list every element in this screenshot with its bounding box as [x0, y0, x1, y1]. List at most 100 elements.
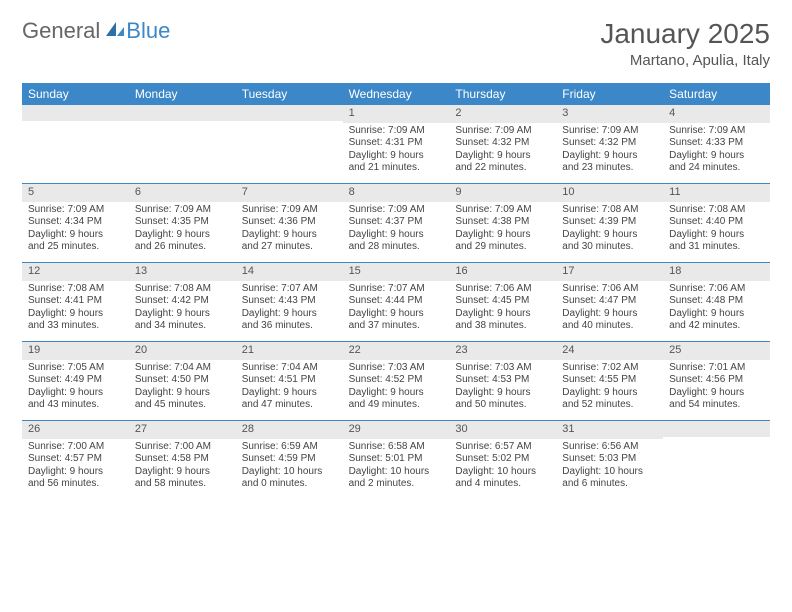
week-row: 26Sunrise: 7:00 AMSunset: 4:57 PMDayligh…: [22, 420, 770, 499]
brand-part1: General: [22, 18, 100, 44]
day-line-ss: Sunset: 4:58 PM: [135, 453, 230, 466]
day-cell: 23Sunrise: 7:03 AMSunset: 4:53 PMDayligh…: [449, 342, 556, 420]
day-number: 24: [556, 342, 663, 360]
day-line-d2: and 50 minutes.: [455, 399, 550, 412]
day-cell: 2Sunrise: 7:09 AMSunset: 4:32 PMDaylight…: [449, 105, 556, 183]
day-cell: 29Sunrise: 6:58 AMSunset: 5:01 PMDayligh…: [343, 421, 450, 499]
day-number: 19: [22, 342, 129, 360]
day-details: Sunrise: 7:09 AMSunset: 4:36 PMDaylight:…: [236, 202, 343, 258]
day-line-d2: and 38 minutes.: [455, 320, 550, 333]
day-line-d1: Daylight: 10 hours: [349, 466, 444, 479]
day-details: Sunrise: 7:09 AMSunset: 4:32 PMDaylight:…: [556, 123, 663, 179]
day-line-d1: Daylight: 9 hours: [349, 308, 444, 321]
day-line-d2: and 54 minutes.: [669, 399, 764, 412]
day-number: 27: [129, 421, 236, 439]
day-number: 20: [129, 342, 236, 360]
day-line-d1: Daylight: 9 hours: [242, 308, 337, 321]
day-cell: 26Sunrise: 7:00 AMSunset: 4:57 PMDayligh…: [22, 421, 129, 499]
day-line-d2: and 25 minutes.: [28, 241, 123, 254]
day-line-ss: Sunset: 4:39 PM: [562, 216, 657, 229]
day-details: Sunrise: 7:08 AMSunset: 4:42 PMDaylight:…: [129, 281, 236, 337]
day-line-sr: Sunrise: 7:05 AM: [28, 362, 123, 375]
day-line-ss: Sunset: 4:37 PM: [349, 216, 444, 229]
day-line-sr: Sunrise: 7:07 AM: [349, 283, 444, 296]
day-number: 2: [449, 105, 556, 123]
brand-part2: Blue: [126, 18, 170, 44]
day-details: Sunrise: 7:09 AMSunset: 4:38 PMDaylight:…: [449, 202, 556, 258]
day-cell: 18Sunrise: 7:06 AMSunset: 4:48 PMDayligh…: [663, 263, 770, 341]
day-line-ss: Sunset: 4:48 PM: [669, 295, 764, 308]
day-number: 25: [663, 342, 770, 360]
day-details: Sunrise: 7:09 AMSunset: 4:34 PMDaylight:…: [22, 202, 129, 258]
day-cell: 4Sunrise: 7:09 AMSunset: 4:33 PMDaylight…: [663, 105, 770, 183]
day-number: [22, 105, 129, 121]
day-cell: 27Sunrise: 7:00 AMSunset: 4:58 PMDayligh…: [129, 421, 236, 499]
day-line-d2: and 42 minutes.: [669, 320, 764, 333]
day-line-d2: and 23 minutes.: [562, 162, 657, 175]
day-line-d2: and 0 minutes.: [242, 478, 337, 491]
day-details: Sunrise: 7:08 AMSunset: 4:40 PMDaylight:…: [663, 202, 770, 258]
day-line-ss: Sunset: 4:51 PM: [242, 374, 337, 387]
day-line-ss: Sunset: 4:32 PM: [455, 137, 550, 150]
header: General Blue January 2025 Martano, Apuli…: [22, 18, 770, 69]
day-line-ss: Sunset: 4:52 PM: [349, 374, 444, 387]
day-line-d1: Daylight: 9 hours: [669, 229, 764, 242]
day-details: Sunrise: 6:57 AMSunset: 5:02 PMDaylight:…: [449, 439, 556, 495]
day-line-d1: Daylight: 9 hours: [28, 466, 123, 479]
day-line-ss: Sunset: 4:53 PM: [455, 374, 550, 387]
weekday-sat: Saturday: [663, 83, 770, 105]
day-details: Sunrise: 7:03 AMSunset: 4:53 PMDaylight:…: [449, 360, 556, 416]
day-details: [129, 121, 236, 127]
day-number: 5: [22, 184, 129, 202]
day-cell: 14Sunrise: 7:07 AMSunset: 4:43 PMDayligh…: [236, 263, 343, 341]
day-line-ss: Sunset: 4:33 PM: [669, 137, 764, 150]
day-cell: 25Sunrise: 7:01 AMSunset: 4:56 PMDayligh…: [663, 342, 770, 420]
day-cell: 15Sunrise: 7:07 AMSunset: 4:44 PMDayligh…: [343, 263, 450, 341]
day-line-d2: and 30 minutes.: [562, 241, 657, 254]
day-line-d1: Daylight: 9 hours: [562, 150, 657, 163]
day-line-d2: and 4 minutes.: [455, 478, 550, 491]
day-line-sr: Sunrise: 6:58 AM: [349, 441, 444, 454]
day-line-d1: Daylight: 9 hours: [455, 387, 550, 400]
day-line-d2: and 37 minutes.: [349, 320, 444, 333]
day-line-ss: Sunset: 4:49 PM: [28, 374, 123, 387]
day-line-d1: Daylight: 9 hours: [669, 308, 764, 321]
day-line-sr: Sunrise: 7:09 AM: [242, 204, 337, 217]
day-line-sr: Sunrise: 7:03 AM: [349, 362, 444, 375]
day-number: 3: [556, 105, 663, 123]
day-number: 26: [22, 421, 129, 439]
day-line-ss: Sunset: 4:55 PM: [562, 374, 657, 387]
day-line-d2: and 29 minutes.: [455, 241, 550, 254]
day-details: Sunrise: 7:07 AMSunset: 4:44 PMDaylight:…: [343, 281, 450, 337]
day-cell: 28Sunrise: 6:59 AMSunset: 4:59 PMDayligh…: [236, 421, 343, 499]
title-month: January 2025: [600, 18, 770, 50]
day-cell: 12Sunrise: 7:08 AMSunset: 4:41 PMDayligh…: [22, 263, 129, 341]
day-line-sr: Sunrise: 7:06 AM: [669, 283, 764, 296]
day-cell: 17Sunrise: 7:06 AMSunset: 4:47 PMDayligh…: [556, 263, 663, 341]
day-cell: [236, 105, 343, 183]
day-number: 7: [236, 184, 343, 202]
day-cell: [129, 105, 236, 183]
day-line-sr: Sunrise: 7:00 AM: [135, 441, 230, 454]
day-line-sr: Sunrise: 7:04 AM: [135, 362, 230, 375]
day-line-d2: and 58 minutes.: [135, 478, 230, 491]
day-details: Sunrise: 7:09 AMSunset: 4:37 PMDaylight:…: [343, 202, 450, 258]
day-line-d2: and 26 minutes.: [135, 241, 230, 254]
day-line-sr: Sunrise: 7:08 AM: [669, 204, 764, 217]
day-line-sr: Sunrise: 7:07 AM: [242, 283, 337, 296]
day-line-ss: Sunset: 4:38 PM: [455, 216, 550, 229]
day-line-ss: Sunset: 5:01 PM: [349, 453, 444, 466]
day-number: [663, 421, 770, 437]
day-cell: 21Sunrise: 7:04 AMSunset: 4:51 PMDayligh…: [236, 342, 343, 420]
day-line-sr: Sunrise: 7:09 AM: [455, 125, 550, 138]
day-number: 30: [449, 421, 556, 439]
day-line-sr: Sunrise: 7:03 AM: [455, 362, 550, 375]
day-cell: [22, 105, 129, 183]
day-line-ss: Sunset: 4:40 PM: [669, 216, 764, 229]
day-line-sr: Sunrise: 7:09 AM: [135, 204, 230, 217]
day-line-sr: Sunrise: 7:09 AM: [349, 125, 444, 138]
day-line-d1: Daylight: 9 hours: [455, 229, 550, 242]
day-line-d1: Daylight: 9 hours: [135, 387, 230, 400]
day-details: Sunrise: 7:00 AMSunset: 4:57 PMDaylight:…: [22, 439, 129, 495]
day-cell: 3Sunrise: 7:09 AMSunset: 4:32 PMDaylight…: [556, 105, 663, 183]
